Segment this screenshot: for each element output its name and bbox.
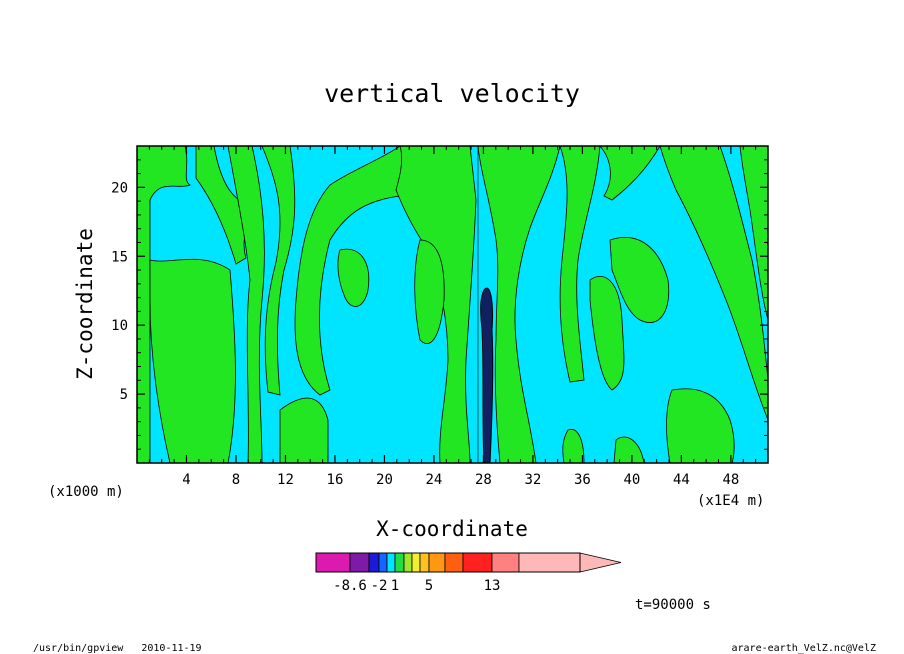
colorbar-swatch [411,552,421,573]
contour-region [137,146,191,463]
colorbar-tick-label: -2 [371,578,388,594]
x-tick-label: 40 [623,472,640,488]
colorbar-tick-label: 5 [425,578,433,594]
colorbar-swatch [491,552,520,573]
colorbar-frame [315,552,581,573]
colorbar-swatch [386,552,396,573]
colorbar-swatch [378,552,388,573]
time-annotation: t=90000 s [635,597,711,613]
contour-region [562,428,585,463]
colorbar-swatch [403,552,413,573]
contour-region [261,146,296,396]
contour-region [477,146,561,463]
y-tick-label: 20 [111,180,128,196]
contour-region [599,146,661,201]
x-tick-label: 20 [376,472,393,488]
y-tick-label: 10 [111,318,128,334]
colorbar-tick-labels: -8.6 -2 1 5 13 [333,578,500,594]
colorbar-swatch [315,552,351,573]
x-tick-label: 44 [673,472,690,488]
plot-frame [136,145,769,464]
x-axis-ticks: 4 8 12 16 20 24 28 32 36 40 44 48 [148,146,757,488]
footer-left: /usr/bin/gpview 2010-11-19 [33,643,202,654]
footer-right: arare-earth_VelZ.nc@VelZ [732,643,877,654]
contour-region [149,258,236,463]
contour-region [414,239,445,344]
contour-region [279,397,329,463]
chart-title: vertical velocity [324,79,580,108]
colorbar-tick-label: 1 [391,578,399,594]
contour-region [613,436,645,463]
y-unit-label: (x1000 m) [48,484,124,500]
contour-region [589,276,625,391]
x-tick-label: 12 [277,472,294,488]
contour-region [559,146,601,383]
central-updraft-core [480,287,494,463]
x-tick-label: 48 [722,472,739,488]
x-tick-label: 32 [524,472,541,488]
contour-region [395,146,477,463]
y-axis-ticks: 5 10 15 20 [111,159,768,450]
colorbar [315,552,622,573]
colorbar-tick-label: -8.6 [333,578,367,594]
colorbar-swatch [394,552,405,573]
colorbar-swatch [349,552,370,573]
contour-region [227,146,265,463]
contour-region [739,146,768,321]
x-tick-label: 16 [327,472,344,488]
contour-region [666,388,735,463]
x-tick-label: 36 [574,472,591,488]
colorbar-swatch [419,552,430,573]
contour-region [337,248,370,307]
colorbar-tick-label: 13 [484,578,501,594]
colorbar-swatch [368,552,380,573]
colorbar-extend-arrow [579,552,622,573]
colorbar-swatch [444,552,464,573]
x-unit-label: (x1E4 m) [697,493,764,509]
y-tick-label: 15 [111,249,128,265]
colorbar-swatch [462,552,493,573]
x-axis-label: X-coordinate [376,517,528,541]
y-axis-label: Z-coordinate [73,228,97,380]
x-tick-label: 8 [232,472,240,488]
contour-region [609,237,670,323]
colorbar-swatch [518,552,581,573]
contour-region [659,146,768,421]
colorbar-swatch [428,552,446,573]
contour-fills [137,146,768,463]
y-tick-label: 5 [120,387,128,403]
x-tick-label: 28 [475,472,492,488]
x-tick-label: 24 [426,472,443,488]
x-tick-label: 4 [182,472,190,488]
